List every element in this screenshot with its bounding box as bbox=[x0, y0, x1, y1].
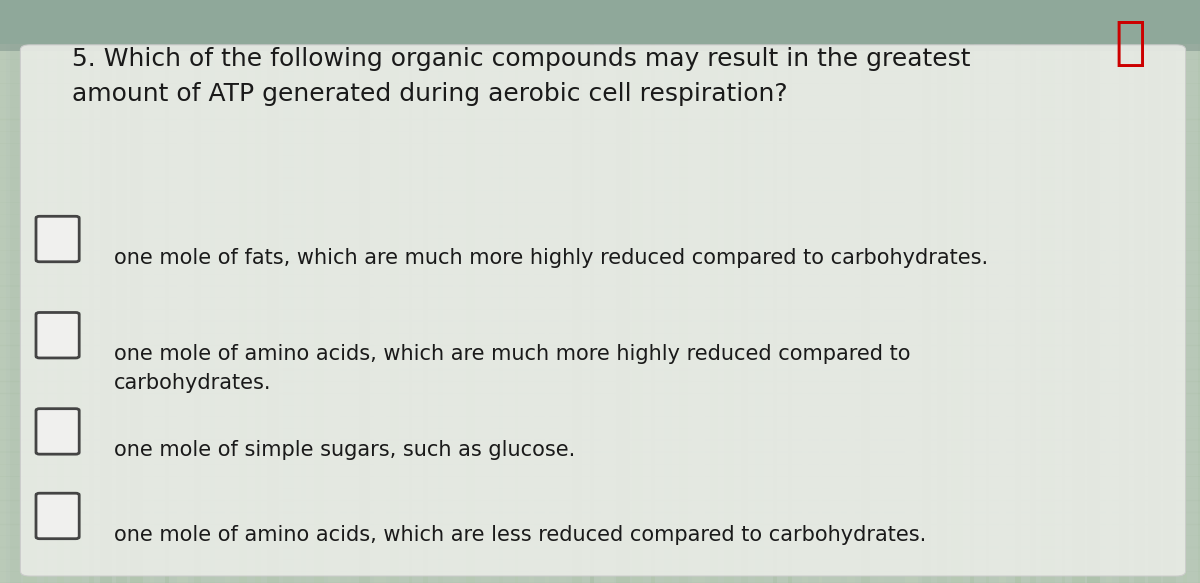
Bar bbox=[893, 0, 900, 583]
Bar bbox=[313, 0, 324, 583]
Bar bbox=[1182, 0, 1187, 583]
Bar bbox=[616, 0, 630, 583]
Bar bbox=[802, 0, 809, 583]
Bar bbox=[652, 0, 655, 583]
Bar bbox=[1030, 0, 1036, 583]
Bar bbox=[529, 0, 534, 583]
Text: ✋: ✋ bbox=[1115, 17, 1146, 69]
Bar bbox=[515, 0, 518, 583]
Bar bbox=[665, 0, 672, 583]
Text: one mole of amino acids, which are much more highly reduced compared to
carbohyd: one mole of amino acids, which are much … bbox=[114, 344, 911, 393]
Bar bbox=[100, 0, 113, 583]
Bar bbox=[601, 0, 614, 583]
Bar bbox=[773, 0, 776, 583]
Bar bbox=[210, 0, 215, 583]
Bar bbox=[679, 0, 689, 583]
Bar bbox=[692, 0, 706, 583]
Bar bbox=[268, 0, 280, 583]
Bar bbox=[1042, 0, 1055, 583]
Bar bbox=[1072, 0, 1085, 583]
Bar bbox=[936, 0, 947, 583]
Bar bbox=[725, 0, 734, 583]
Bar bbox=[710, 0, 718, 583]
Bar bbox=[256, 0, 262, 583]
Bar bbox=[1062, 0, 1064, 583]
Bar bbox=[862, 0, 870, 583]
Bar bbox=[499, 0, 504, 583]
Bar bbox=[422, 0, 428, 583]
FancyBboxPatch shape bbox=[20, 45, 1186, 576]
Bar bbox=[43, 0, 48, 583]
Bar bbox=[818, 0, 822, 583]
Bar bbox=[740, 0, 748, 583]
Bar bbox=[755, 0, 763, 583]
Bar bbox=[176, 0, 188, 583]
Bar bbox=[329, 0, 340, 583]
Bar bbox=[283, 0, 294, 583]
Text: 5. Which of the following organic compounds may result in the greatest
amount of: 5. Which of the following organic compou… bbox=[72, 47, 971, 106]
Bar bbox=[467, 0, 475, 583]
Bar bbox=[481, 0, 491, 583]
Bar bbox=[10, 0, 20, 583]
Bar bbox=[347, 0, 352, 583]
Bar bbox=[194, 0, 200, 583]
Bar bbox=[89, 0, 94, 583]
Bar bbox=[846, 0, 854, 583]
Bar bbox=[70, 0, 82, 583]
Bar bbox=[409, 0, 412, 583]
FancyBboxPatch shape bbox=[36, 493, 79, 539]
Bar bbox=[905, 0, 918, 583]
Bar bbox=[787, 0, 792, 583]
Bar bbox=[590, 0, 594, 583]
Bar bbox=[558, 0, 565, 583]
Bar bbox=[1164, 0, 1176, 583]
Bar bbox=[1198, 0, 1200, 583]
Bar bbox=[572, 0, 582, 583]
Bar bbox=[164, 0, 169, 583]
Bar bbox=[301, 0, 306, 583]
Bar bbox=[226, 0, 230, 583]
Bar bbox=[829, 0, 841, 583]
Text: one mole of amino acids, which are less reduced compared to carbohydrates.: one mole of amino acids, which are less … bbox=[114, 525, 926, 545]
Bar bbox=[1000, 0, 1006, 583]
Bar bbox=[0, 0, 1200, 44]
Bar bbox=[986, 0, 989, 583]
Bar bbox=[239, 0, 247, 583]
Bar bbox=[390, 0, 400, 583]
Bar bbox=[1118, 0, 1129, 583]
Bar bbox=[452, 0, 458, 583]
Bar bbox=[1087, 0, 1100, 583]
Bar bbox=[1015, 0, 1021, 583]
Bar bbox=[115, 0, 127, 583]
Text: one mole of fats, which are much more highly reduced compared to carbohydrates.: one mole of fats, which are much more hi… bbox=[114, 248, 988, 268]
Bar bbox=[1147, 0, 1162, 583]
Bar bbox=[150, 0, 155, 583]
Bar bbox=[878, 0, 884, 583]
Bar bbox=[952, 0, 962, 583]
Bar bbox=[0, 44, 1200, 51]
Bar bbox=[359, 0, 370, 583]
Bar bbox=[1134, 0, 1145, 583]
Bar bbox=[545, 0, 548, 583]
Bar bbox=[438, 0, 443, 583]
FancyBboxPatch shape bbox=[36, 409, 79, 454]
Bar bbox=[1105, 0, 1112, 583]
Bar bbox=[58, 0, 64, 583]
Bar bbox=[922, 0, 931, 583]
Bar bbox=[971, 0, 974, 583]
Bar bbox=[374, 0, 385, 583]
Bar bbox=[632, 0, 643, 583]
Text: one mole of simple sugars, such as glucose.: one mole of simple sugars, such as gluco… bbox=[114, 440, 575, 460]
Bar bbox=[130, 0, 143, 583]
FancyBboxPatch shape bbox=[36, 216, 79, 262]
Bar bbox=[23, 0, 37, 583]
Bar bbox=[0, 0, 6, 583]
FancyBboxPatch shape bbox=[36, 312, 79, 358]
